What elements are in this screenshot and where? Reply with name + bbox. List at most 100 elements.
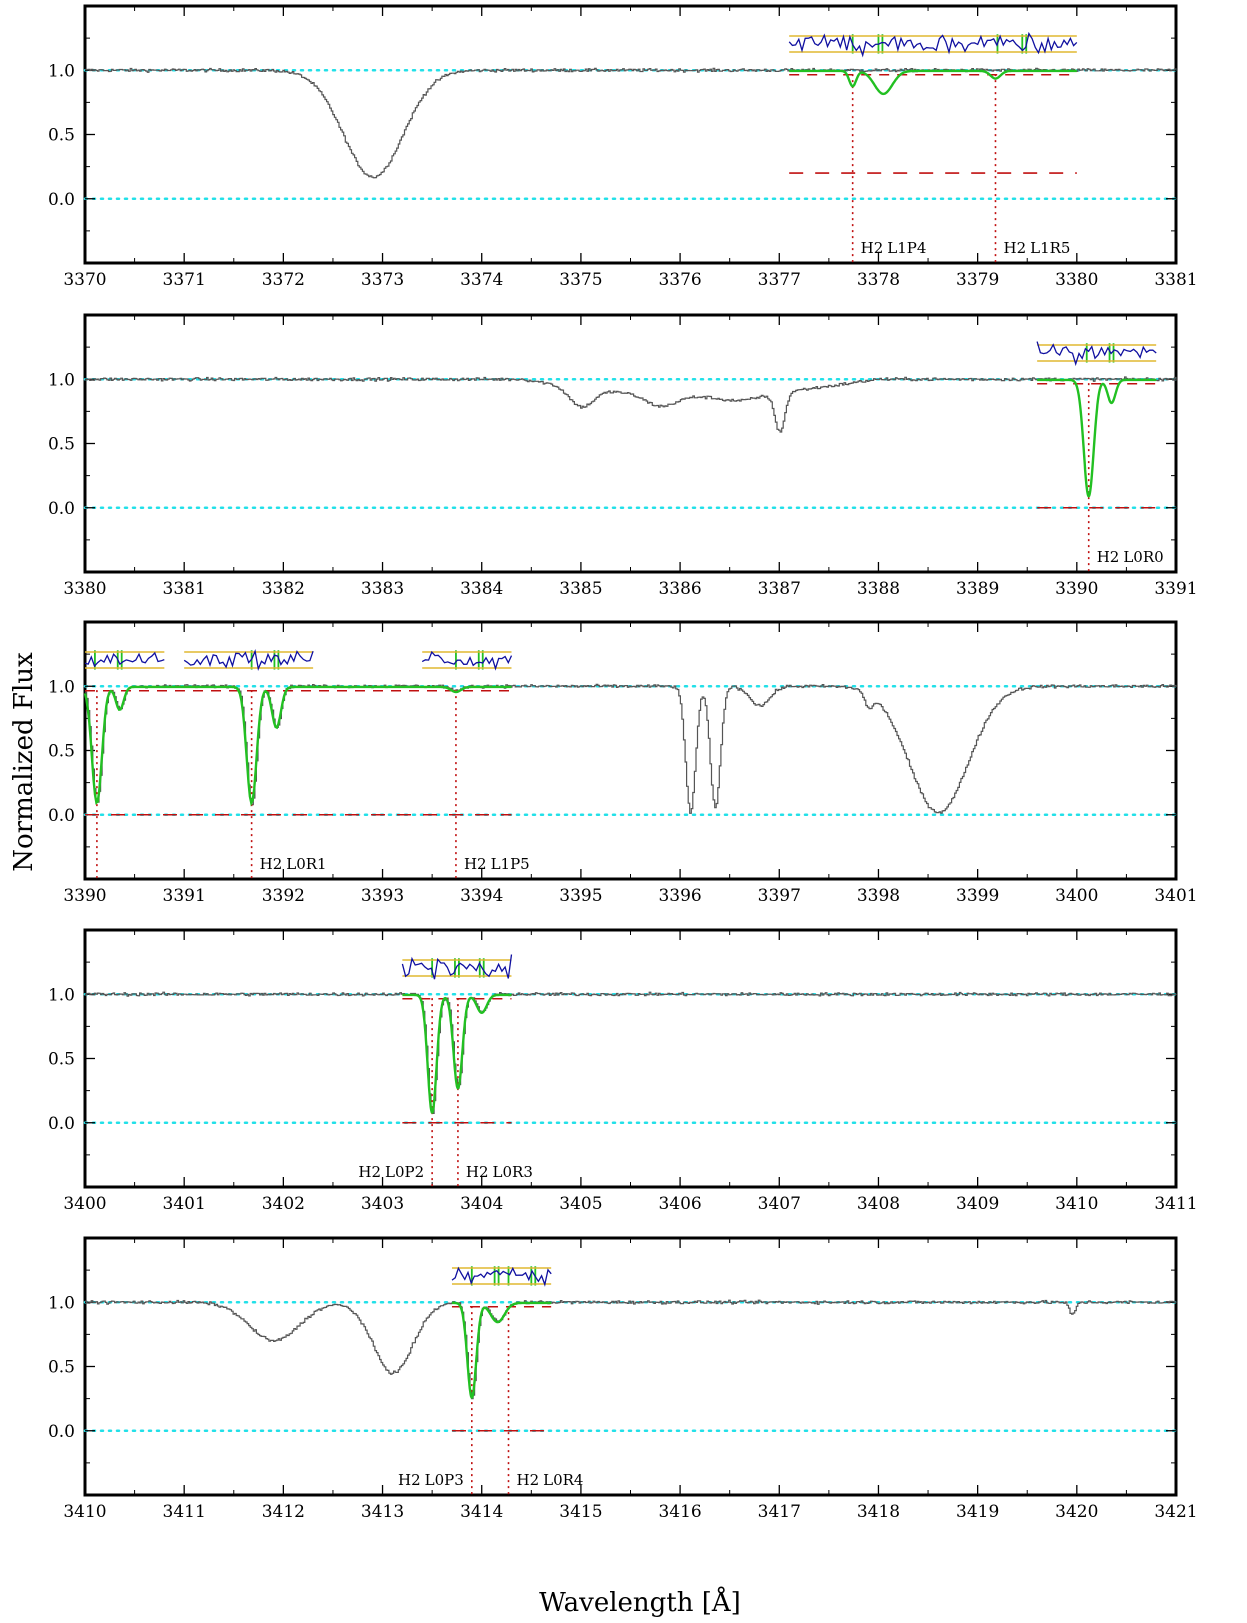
- x-tick-label: 3400: [1055, 886, 1098, 906]
- y-tick-label: 0.0: [48, 190, 75, 210]
- y-tick-label: 0.5: [48, 1358, 75, 1378]
- x-tick-label: 3421: [1154, 1502, 1197, 1522]
- y-tick-label: 0.5: [48, 1050, 75, 1070]
- x-tick-label: 3419: [956, 1502, 999, 1522]
- line-label-molecule: H2: [517, 1471, 540, 1489]
- x-tick-label: 3388: [857, 579, 900, 599]
- panel-3: 3390 3391 3392 3393 3394 3395 3396 3397 3398 3399…: [48, 620, 1198, 906]
- residual-panel: [788, 31, 1078, 58]
- x-tick-label: 3374: [460, 270, 503, 290]
- line-label-molecule: H2: [1097, 548, 1120, 566]
- x-tick-label: 3386: [658, 579, 701, 599]
- x-tick-label: 3403: [361, 1194, 404, 1214]
- y-tick-label: 0.0: [48, 806, 75, 826]
- line-label: H2 L1P4: [861, 239, 927, 257]
- x-tick-label: 3412: [262, 1502, 305, 1522]
- line-label: H2 L0R4: [517, 1471, 584, 1489]
- y-tick-label: 0.5: [48, 126, 75, 146]
- line-label: H2 L0P3: [398, 1471, 464, 1489]
- x-tick-label: 3402: [262, 1194, 305, 1214]
- panel-frame: [83, 1236, 1178, 1497]
- line-label-molecule: H2: [260, 855, 283, 873]
- x-axis-title: Wavelength [Å]: [539, 1586, 741, 1618]
- x-tick-label: 3377: [758, 270, 801, 290]
- line-label-transition: L1P5: [491, 855, 530, 873]
- x-tick-label: 3391: [163, 886, 206, 906]
- spectrum-line: [85, 1299, 1177, 1400]
- residual-panel: [401, 954, 513, 980]
- x-tick-label: 3392: [262, 886, 305, 906]
- x-tick-label: 3411: [1154, 1194, 1197, 1214]
- line-label-molecule: H2: [358, 1163, 381, 1181]
- line-label-transition: L0P2: [385, 1163, 424, 1181]
- x-tick-label: 3390: [63, 886, 106, 906]
- y-tick-label: 1.0: [48, 370, 75, 390]
- line-label-molecule: H2: [464, 855, 487, 873]
- line-label-transition: L1R5: [1030, 239, 1070, 257]
- x-tick-label: 3372: [262, 270, 305, 290]
- residual-panel: [84, 651, 165, 669]
- panel-frame: [83, 313, 1178, 574]
- residual-line: [788, 31, 1078, 58]
- x-tick-label: 3384: [460, 579, 503, 599]
- x-tick-label: 3400: [63, 1194, 106, 1214]
- x-tick-label: 3371: [163, 270, 206, 290]
- line-label-transition: L0R0: [1123, 548, 1163, 566]
- model-fit-line: [452, 1301, 552, 1399]
- x-tick-label: 3410: [1055, 1194, 1098, 1214]
- x-tick-label: 3416: [658, 1502, 701, 1522]
- x-tick-label: 3401: [1154, 886, 1197, 906]
- x-tick-label: 3385: [559, 579, 602, 599]
- line-label-molecule: H2: [398, 1471, 421, 1489]
- model-fit-line: [789, 69, 1077, 96]
- x-tick-label: 3413: [361, 1502, 404, 1522]
- model-fit-line: [402, 993, 512, 1115]
- x-tick-label: 3415: [559, 1502, 602, 1522]
- panel-1: 3370 3371 3372 3373 3374 3375 3376 3377 3378 3379…: [48, 4, 1198, 290]
- x-tick-label: 3396: [658, 886, 701, 906]
- residual-line: [1036, 341, 1157, 367]
- residual-line: [421, 650, 513, 671]
- x-tick-label: 3420: [1055, 1502, 1098, 1522]
- y-tick-label: 1.0: [48, 985, 75, 1005]
- line-label-molecule: H2: [1003, 239, 1026, 257]
- residual-line: [183, 649, 314, 672]
- residual-line: [401, 954, 513, 980]
- x-tick-label: 3409: [956, 1194, 999, 1214]
- x-tick-label: 3382: [262, 579, 305, 599]
- x-tick-label: 3411: [163, 1502, 206, 1522]
- x-tick-label: 3417: [758, 1502, 801, 1522]
- spectrum-line: [85, 991, 1177, 1114]
- y-tick-label: 1.0: [48, 1293, 75, 1313]
- spectrum-line: [85, 376, 1177, 433]
- line-label-transition: L0R3: [493, 1163, 533, 1181]
- y-tick-label: 0.0: [48, 1114, 75, 1134]
- x-tick-label: 3395: [559, 886, 602, 906]
- line-label: H2 L0P2: [358, 1163, 424, 1181]
- line-label-transition: L0R1: [286, 855, 326, 873]
- y-tick-label: 0.5: [48, 435, 75, 455]
- x-tick-label: 3381: [1154, 270, 1197, 290]
- x-tick-label: 3418: [857, 1502, 900, 1522]
- y-tick-label: 1.0: [48, 61, 75, 81]
- line-label: H2 L0R0: [1097, 548, 1164, 566]
- panel-frame: [83, 928, 1178, 1189]
- x-tick-label: 3407: [758, 1194, 801, 1214]
- spectrum-line: [85, 67, 1177, 179]
- model-fit-line: [83, 685, 512, 807]
- x-tick-label: 3404: [460, 1194, 503, 1214]
- line-label: H2 L0R1: [260, 855, 327, 873]
- y-axis-title: Normalized Flux: [9, 652, 39, 872]
- x-tick-label: 3381: [163, 579, 206, 599]
- y-tick-label: 0.0: [48, 499, 75, 519]
- line-label-transition: L0P3: [425, 1471, 464, 1489]
- x-tick-label: 3408: [857, 1194, 900, 1214]
- x-tick-label: 3401: [163, 1194, 206, 1214]
- x-tick-label: 3398: [857, 886, 900, 906]
- residual-line: [84, 651, 165, 668]
- x-tick-label: 3391: [1154, 579, 1197, 599]
- x-tick-label: 3389: [956, 579, 999, 599]
- x-tick-label: 3379: [956, 270, 999, 290]
- x-tick-label: 3390: [1055, 579, 1098, 599]
- line-label-molecule: H2: [466, 1163, 489, 1181]
